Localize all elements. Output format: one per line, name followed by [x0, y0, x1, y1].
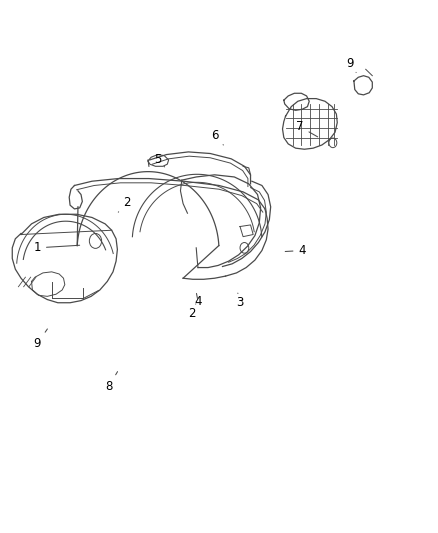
Text: 2: 2: [118, 196, 131, 212]
Text: 5: 5: [154, 154, 165, 167]
Text: 6: 6: [211, 130, 223, 145]
Text: 1: 1: [33, 241, 80, 254]
Text: 9: 9: [346, 58, 356, 72]
Text: 4: 4: [285, 244, 306, 257]
Text: 3: 3: [237, 293, 244, 309]
Text: 2: 2: [188, 304, 196, 320]
Text: 8: 8: [105, 372, 117, 393]
Text: 7: 7: [296, 120, 318, 137]
Text: 9: 9: [33, 329, 47, 350]
Text: 4: 4: [194, 294, 202, 308]
